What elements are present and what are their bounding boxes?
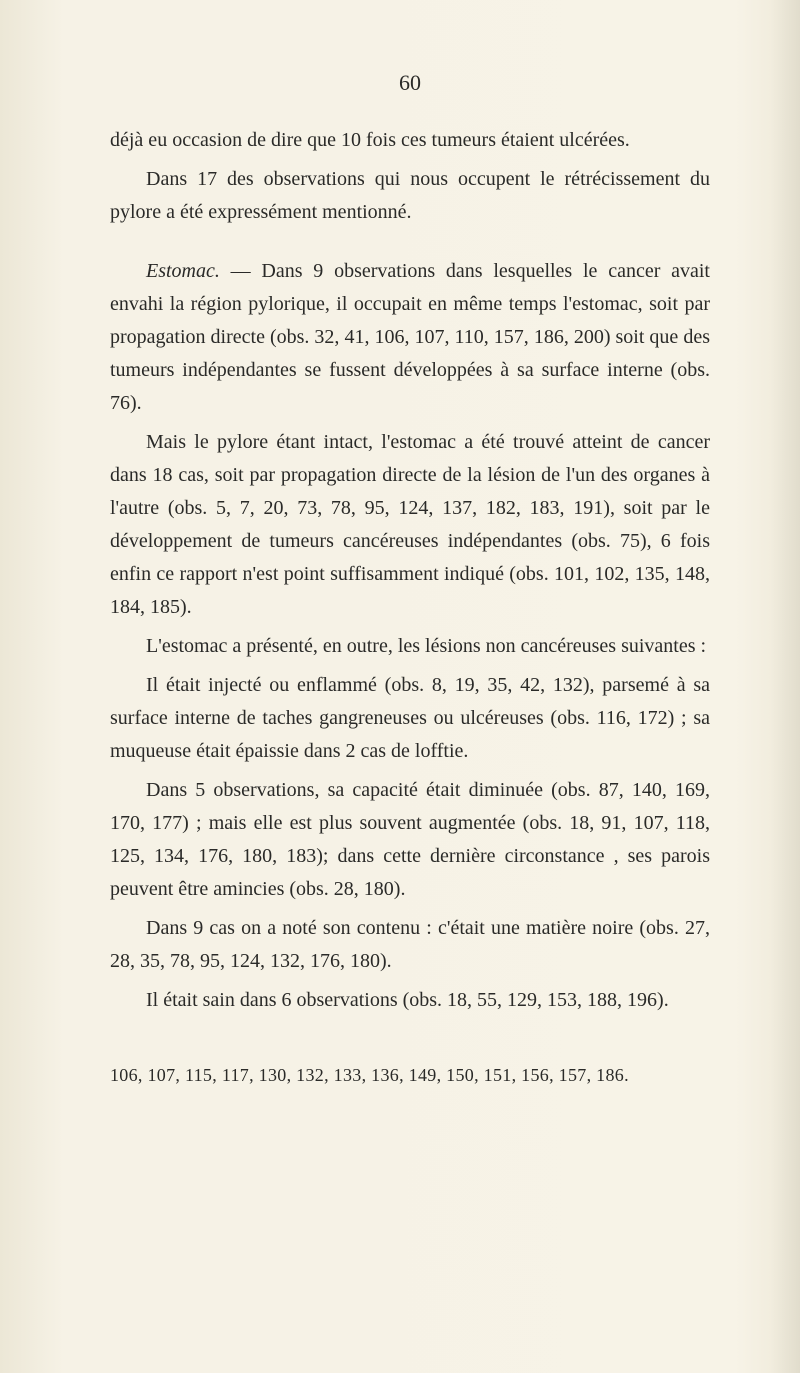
- section-break: [110, 235, 710, 255]
- paragraph-1: déjà eu occasion de dire que 10 fois ces…: [110, 124, 710, 157]
- footnote: 106, 107, 115, 117, 130, 132, 133, 136, …: [110, 1061, 710, 1090]
- paragraph-9: Il était sain dans 6 observations (obs. …: [110, 984, 710, 1017]
- paragraph-3: Estomac. — Dans 9 observations dans lesq…: [110, 255, 710, 420]
- page-edge-shadow: [770, 0, 800, 1373]
- paragraph-2: Dans 17 des observations qui nous occupe…: [110, 163, 710, 229]
- paragraph-6: Il était injecté ou enflammé (obs. 8, 19…: [110, 669, 710, 768]
- paragraph-5: L'estomac a présenté, en outre, les lési…: [110, 630, 710, 663]
- paragraph-7: Dans 5 observations, sa capacité était d…: [110, 774, 710, 906]
- scanned-page: 60 déjà eu occasion de dire que 10 fois …: [0, 0, 800, 1373]
- paragraph-8: Dans 9 cas on a noté son contenu : c'éta…: [110, 912, 710, 978]
- paragraph-3-body: — Dans 9 observations dans lesquelles le…: [110, 260, 710, 414]
- section-label-estomac: Estomac.: [146, 260, 220, 282]
- paragraph-4: Mais le pylore étant intact, l'estomac a…: [110, 426, 710, 624]
- page-number: 60: [110, 70, 710, 96]
